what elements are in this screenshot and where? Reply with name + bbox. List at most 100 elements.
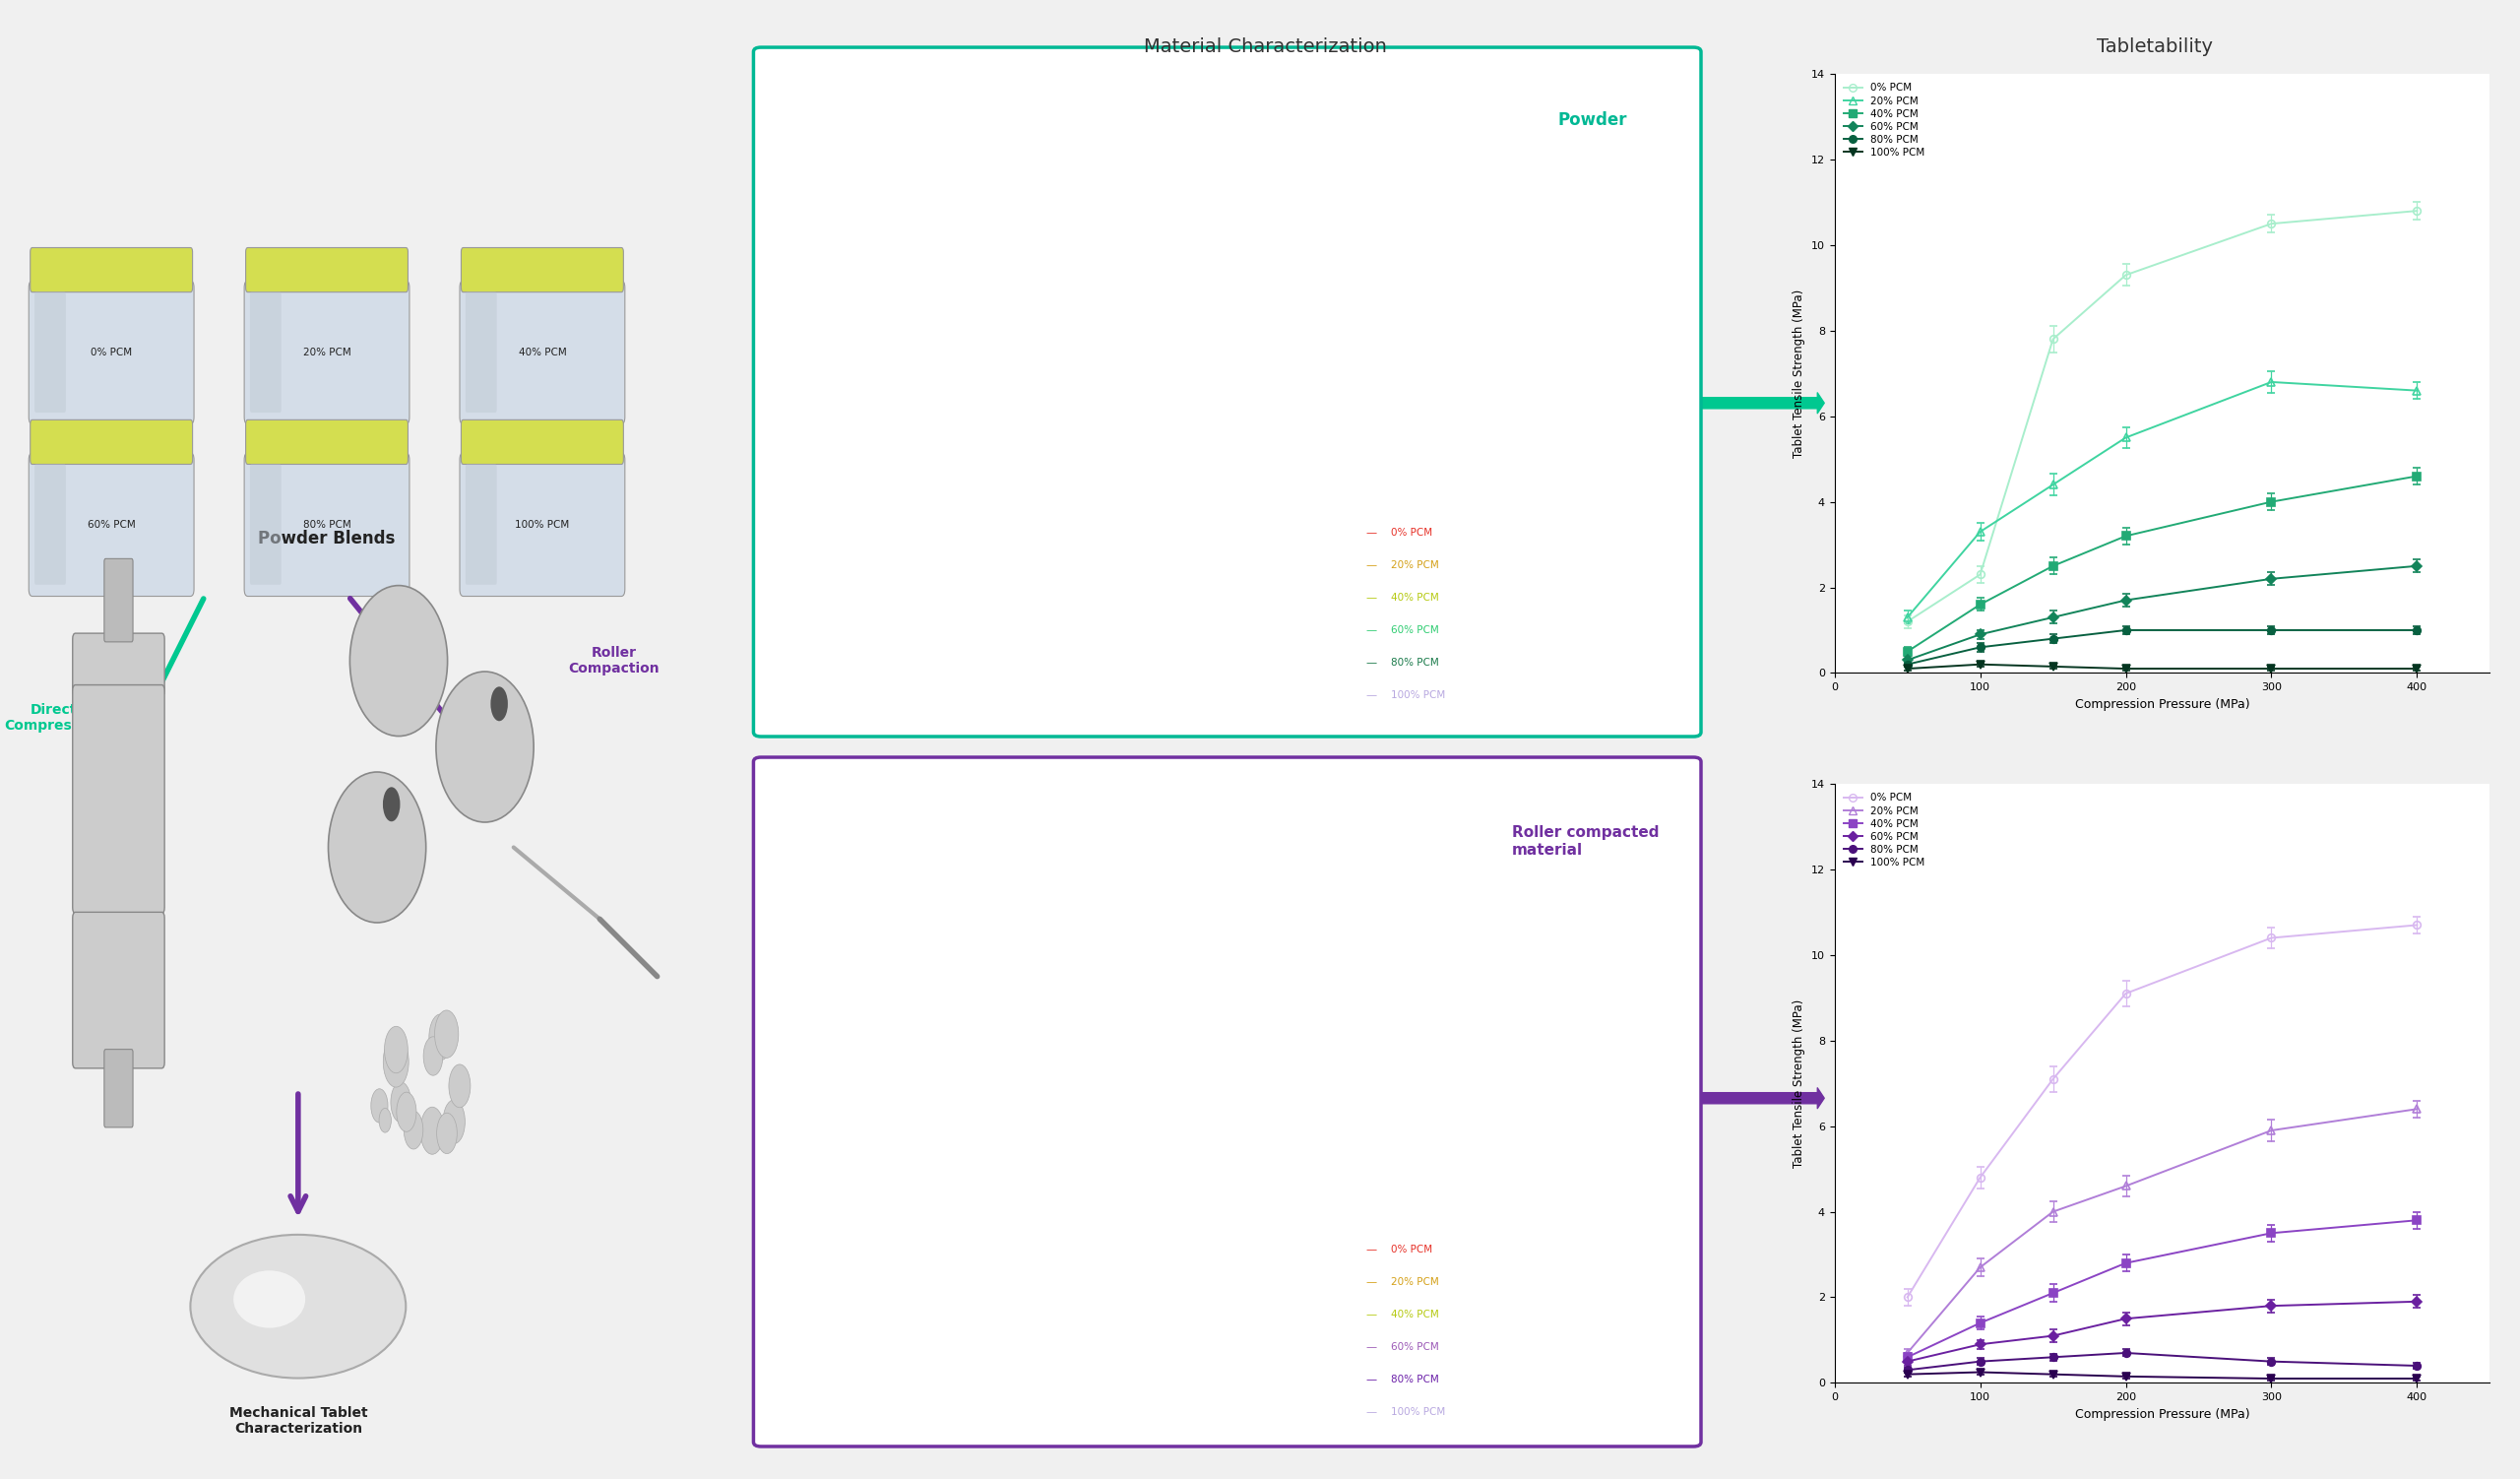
- Text: —: —: [1366, 593, 1376, 602]
- Text: 60% PCM: 60% PCM: [1391, 1343, 1439, 1352]
- Text: Powder Blends: Powder Blends: [257, 529, 396, 547]
- FancyBboxPatch shape: [35, 293, 66, 413]
- Text: 80% PCM: 80% PCM: [1391, 658, 1439, 667]
- Polygon shape: [1028, 299, 1285, 448]
- FancyBboxPatch shape: [244, 281, 408, 424]
- Text: Roller compacted
material: Roller compacted material: [1512, 825, 1658, 858]
- Text: —: —: [1366, 528, 1376, 537]
- Circle shape: [391, 1083, 411, 1123]
- FancyBboxPatch shape: [30, 247, 192, 293]
- Text: 0% PCM: 0% PCM: [91, 348, 131, 358]
- Polygon shape: [1005, 998, 1250, 1152]
- Text: 60% PCM: 60% PCM: [1391, 626, 1439, 634]
- Ellipse shape: [234, 1270, 305, 1328]
- Polygon shape: [932, 955, 1250, 1152]
- Ellipse shape: [192, 1235, 406, 1378]
- Text: —: —: [1366, 1310, 1376, 1319]
- Circle shape: [428, 1015, 451, 1060]
- Circle shape: [383, 787, 401, 821]
- Text: 20% PCM: 20% PCM: [1391, 1278, 1439, 1287]
- Circle shape: [423, 1037, 444, 1075]
- Text: 100% PCM: 100% PCM: [514, 519, 570, 529]
- FancyBboxPatch shape: [28, 453, 194, 596]
- Text: —: —: [1366, 626, 1376, 634]
- Text: Roller
Compaction: Roller Compaction: [570, 646, 660, 676]
- Polygon shape: [980, 997, 1225, 1152]
- FancyBboxPatch shape: [73, 913, 164, 1068]
- Text: —: —: [1366, 1278, 1376, 1287]
- Text: Mechanical Tablet
Characterization: Mechanical Tablet Characterization: [229, 1407, 368, 1436]
- FancyBboxPatch shape: [103, 1049, 134, 1127]
- Polygon shape: [980, 284, 1237, 439]
- Text: Powder: Powder: [1557, 111, 1628, 129]
- Text: 40% PCM: 40% PCM: [519, 348, 567, 358]
- Polygon shape: [857, 873, 1336, 1165]
- Polygon shape: [907, 201, 1298, 439]
- Circle shape: [383, 1037, 408, 1087]
- Text: —: —: [1366, 561, 1376, 569]
- FancyBboxPatch shape: [459, 453, 625, 596]
- Circle shape: [386, 1026, 408, 1074]
- X-axis label: Compression Pressure (MPa): Compression Pressure (MPa): [2074, 1408, 2250, 1420]
- Circle shape: [449, 1065, 471, 1108]
- FancyBboxPatch shape: [73, 685, 164, 914]
- Text: 0% PCM: 0% PCM: [1391, 528, 1431, 537]
- Legend: 0% PCM, 20% PCM, 40% PCM, 60% PCM, 80% PCM, 100% PCM: 0% PCM, 20% PCM, 40% PCM, 60% PCM, 80% P…: [1840, 78, 1928, 161]
- Polygon shape: [932, 243, 1250, 439]
- FancyBboxPatch shape: [244, 247, 408, 293]
- FancyBboxPatch shape: [466, 293, 496, 413]
- FancyBboxPatch shape: [466, 464, 496, 584]
- Circle shape: [396, 1092, 416, 1131]
- Circle shape: [491, 686, 509, 722]
- Text: 60% PCM: 60% PCM: [88, 519, 136, 529]
- Text: 0% PCM: 0% PCM: [1391, 1245, 1431, 1254]
- FancyBboxPatch shape: [35, 464, 66, 584]
- FancyBboxPatch shape: [249, 464, 282, 584]
- Text: 100% PCM: 100% PCM: [1391, 1408, 1446, 1417]
- Text: —: —: [1366, 658, 1376, 667]
- Y-axis label: Tablet Tensile Strength (MPa): Tablet Tensile Strength (MPa): [1792, 288, 1807, 458]
- Text: —: —: [1366, 691, 1376, 700]
- Text: —: —: [1366, 1245, 1376, 1254]
- Text: Tabletability: Tabletability: [2097, 37, 2213, 56]
- Ellipse shape: [436, 671, 534, 822]
- Circle shape: [421, 1106, 444, 1154]
- Ellipse shape: [350, 586, 449, 737]
- Text: 20% PCM: 20% PCM: [1391, 561, 1439, 569]
- Text: 20% PCM: 20% PCM: [302, 348, 350, 358]
- X-axis label: Compression Pressure (MPa): Compression Pressure (MPa): [2074, 698, 2250, 710]
- Legend: 0% PCM, 20% PCM, 40% PCM, 60% PCM, 80% PCM, 100% PCM: 0% PCM, 20% PCM, 40% PCM, 60% PCM, 80% P…: [1840, 788, 1928, 871]
- FancyBboxPatch shape: [461, 420, 622, 464]
- Polygon shape: [1005, 299, 1263, 439]
- FancyBboxPatch shape: [30, 420, 192, 464]
- Polygon shape: [882, 180, 1323, 453]
- Circle shape: [433, 1010, 459, 1057]
- Circle shape: [370, 1089, 388, 1123]
- Circle shape: [436, 1114, 456, 1154]
- FancyBboxPatch shape: [244, 420, 408, 464]
- FancyBboxPatch shape: [461, 247, 622, 293]
- Circle shape: [444, 1100, 466, 1143]
- Y-axis label: Tablet Tensile Strength (MPa): Tablet Tensile Strength (MPa): [1792, 998, 1807, 1168]
- Text: —: —: [1366, 1375, 1376, 1384]
- FancyBboxPatch shape: [244, 453, 408, 596]
- Circle shape: [378, 1108, 391, 1133]
- Text: —: —: [1366, 1408, 1376, 1417]
- Text: 80% PCM: 80% PCM: [302, 519, 350, 529]
- Text: —: —: [1366, 1343, 1376, 1352]
- Text: 40% PCM: 40% PCM: [1391, 1310, 1439, 1319]
- Circle shape: [403, 1111, 423, 1149]
- Text: Material Characterization: Material Characterization: [1144, 37, 1386, 56]
- Text: Direct
Compression: Direct Compression: [5, 704, 103, 734]
- Text: 80% PCM: 80% PCM: [1391, 1375, 1439, 1384]
- FancyBboxPatch shape: [249, 293, 282, 413]
- FancyBboxPatch shape: [28, 281, 194, 424]
- FancyBboxPatch shape: [73, 633, 164, 697]
- Polygon shape: [1028, 998, 1273, 1157]
- FancyBboxPatch shape: [459, 281, 625, 424]
- FancyBboxPatch shape: [103, 559, 134, 642]
- Text: 40% PCM: 40% PCM: [1391, 593, 1439, 602]
- Ellipse shape: [328, 772, 426, 923]
- Polygon shape: [882, 914, 1298, 1152]
- Text: 100% PCM: 100% PCM: [1391, 691, 1446, 700]
